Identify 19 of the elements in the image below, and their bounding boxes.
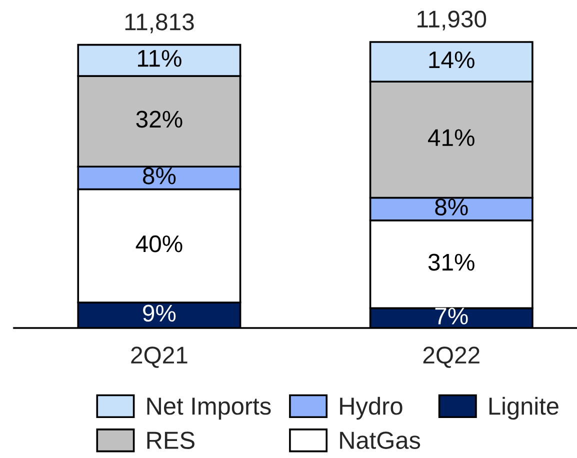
legend-label: Hydro [340, 396, 402, 420]
data-label: 41% [428, 129, 474, 146]
x-tick-label: 2Q22 [423, 346, 480, 368]
legend-label: Net Imports [147, 398, 271, 420]
annotation: 11,813 [125, 13, 194, 34]
data-label: 11% [138, 50, 182, 67]
legend-label: RES [147, 432, 194, 449]
x-tick-label: 2Q21 [131, 346, 188, 368]
data-label: 9% [143, 304, 176, 322]
legend-label: Lignite [489, 396, 558, 420]
data-label: 8% [142, 167, 176, 184]
data-label: 40% [136, 235, 182, 252]
data-label: 31% [428, 254, 474, 271]
data-label: 32% [136, 110, 182, 128]
annotation: 11,930 [418, 10, 486, 30]
data-label: 14% [429, 51, 474, 68]
legend-label: NatGas [340, 432, 420, 449]
data-label: 8% [435, 198, 468, 216]
data-label: 7% [435, 308, 468, 324]
